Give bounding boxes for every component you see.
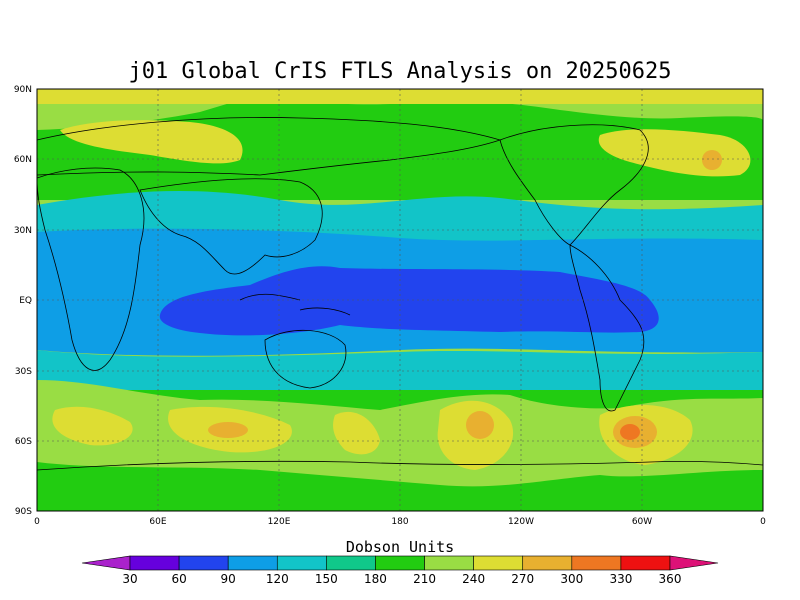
colorbar-tick-label: 60 [171, 572, 186, 586]
colorbar-tick-label: 120 [266, 572, 289, 586]
colorbar-box [178, 555, 229, 571]
graticule [37, 89, 763, 511]
colorbar-under-arrow [81, 555, 131, 571]
colorbar-over-arrow [669, 555, 719, 571]
field-arctic-cap [37, 89, 763, 104]
colorbar-tick-label: 330 [609, 572, 632, 586]
lat-label: 90N [14, 85, 32, 95]
map-title: j01 Global CrIS FTLS Analysis on 2025062… [128, 59, 671, 84]
colorbar-tick-label: 150 [315, 572, 338, 586]
field-band-s-teal [37, 350, 763, 404]
map-frame [36, 88, 764, 512]
colorbar-box [424, 555, 474, 571]
lon-label: 60E [149, 517, 166, 527]
colorbar-box [522, 555, 573, 571]
field-s-max-5-peak [620, 424, 640, 440]
lat-label: 30N [14, 226, 32, 236]
field-s-max-1 [52, 406, 133, 446]
lon-label: 0 [34, 517, 40, 527]
lat-label: 60N [14, 155, 32, 165]
colorbar-tick-label: 240 [462, 572, 485, 586]
lat-axis: 90N 60N 30N EQ 30S 60S 90S [14, 85, 32, 517]
field-s-max-2-core [208, 422, 248, 438]
lat-label: 30S [15, 367, 32, 377]
colorbar-box [227, 555, 278, 571]
colorbar-box [571, 555, 622, 571]
colorbar-tick-label: 300 [560, 572, 583, 586]
lat-label: 60S [15, 437, 32, 447]
colorbar-tick-label: 270 [511, 572, 534, 586]
coastlines [37, 117, 763, 471]
ozone-field [37, 89, 763, 511]
lon-label: 120E [268, 517, 291, 527]
lat-label: 90S [15, 507, 32, 517]
colorbar-box [620, 555, 671, 571]
lon-label: 120W [508, 517, 534, 527]
field-s-belt-light [37, 380, 763, 487]
colorbar-box [129, 555, 180, 571]
colorbar-box [375, 555, 425, 571]
colorbar-box [326, 555, 376, 571]
colorbar-tick-label: 360 [659, 572, 682, 586]
colorbar-title: Dobson Units [346, 538, 454, 556]
colorbar-tick-label: 180 [364, 572, 387, 586]
colorbar-tick-label: 210 [413, 572, 436, 586]
field-siberia-yellow [60, 120, 243, 164]
colorbar-tick-label: 30 [122, 572, 137, 586]
lon-axis: 0 60E 120E 180 120W 60W 0 [34, 517, 766, 527]
field-s-max-3 [333, 411, 380, 455]
lon-label: 0 [760, 517, 766, 527]
lon-label: 180 [391, 517, 408, 527]
field-s-max-4-core [466, 411, 494, 439]
lon-label: 60W [632, 517, 652, 527]
colorbar-box [473, 555, 524, 571]
field-canada-max [702, 150, 722, 170]
field-equatorial-minimum [159, 266, 659, 336]
colorbar-box [276, 555, 327, 571]
colorbar: 30 60 90 120 150 180 210 240 270 300 330 360 [81, 555, 719, 586]
colorbar-tick-label: 90 [221, 572, 236, 586]
lat-label: EQ [19, 296, 32, 306]
